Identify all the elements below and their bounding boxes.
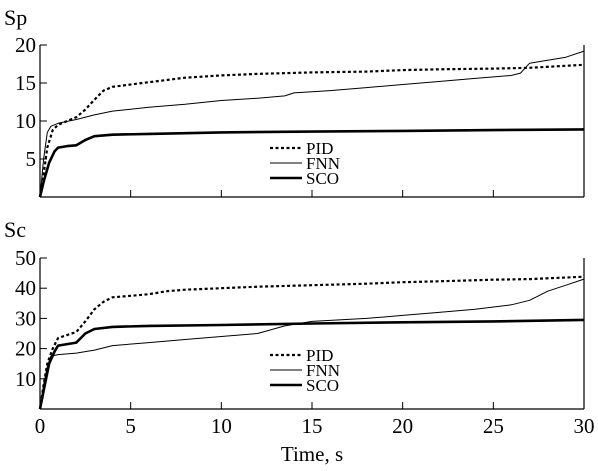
y-axis-title: Sp: [4, 5, 27, 30]
y-axis-title: Sc: [4, 217, 26, 242]
x-tick-label: 30: [574, 414, 595, 438]
x-tick-label: 20: [392, 414, 413, 438]
x-tick-label: 10: [211, 414, 232, 438]
y-tick-label: 10: [15, 109, 36, 133]
legend-label-pid: PID: [306, 139, 333, 158]
x-tick-label: 0: [35, 414, 46, 438]
legend-label-pid: PID: [306, 346, 333, 365]
series-line-fnn: [39, 50, 585, 198]
legend-label-sco: SCO: [306, 169, 339, 188]
y-tick-label: 20: [15, 337, 36, 361]
x-tick-label: 5: [125, 414, 136, 438]
series-line-sco: [38, 318, 585, 410]
series-line-fnn: [39, 278, 585, 410]
series-line-sco: [38, 128, 585, 198]
y-tick-label: 10: [15, 367, 36, 391]
y-tick-label: 40: [15, 276, 36, 300]
x-axis-title: Time, s: [281, 442, 343, 466]
legend-label-fnn: FNN: [306, 154, 340, 173]
y-tick-label: 15: [15, 71, 36, 95]
x-tick-label: 25: [483, 414, 504, 438]
legend-label-fnn: FNN: [306, 361, 340, 380]
y-tick-label: 50: [15, 246, 36, 270]
legend-label-sco: SCO: [306, 376, 339, 395]
x-tick-label: 15: [302, 414, 323, 438]
y-tick-label: 5: [26, 147, 37, 171]
y-tick-label: 30: [15, 306, 36, 330]
series-line-pid: [38, 275, 585, 410]
y-tick-label: 20: [15, 33, 36, 57]
